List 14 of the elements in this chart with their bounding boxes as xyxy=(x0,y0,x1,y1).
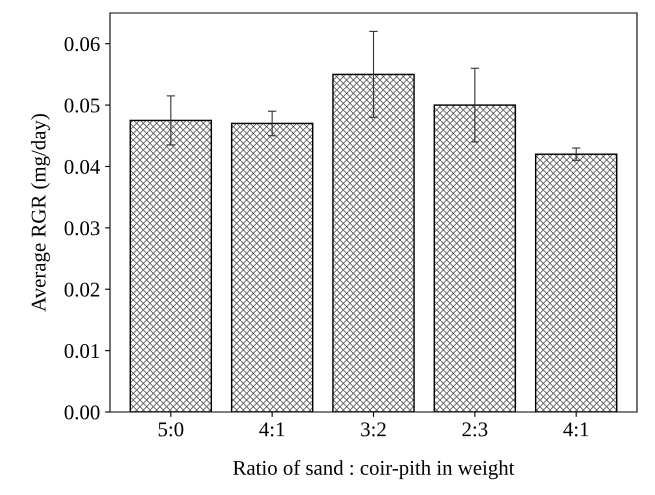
y-tick-label: 0.00 xyxy=(64,405,100,420)
y-tick-label: 0.05 xyxy=(64,98,100,113)
x-axis-title: Ratio of sand : coir-pith in weight xyxy=(233,460,514,480)
y-tick-label: 0.02 xyxy=(64,282,100,297)
y-tick-label: 0.06 xyxy=(64,37,100,52)
y-axis-title: Average RGR (mg/day) xyxy=(30,114,50,312)
y-tick-label: 0.03 xyxy=(64,221,100,236)
x-tick-label: 2:3 xyxy=(462,422,488,436)
y-tick-label: 0.01 xyxy=(64,344,100,358)
x-tick-label: 3:2 xyxy=(361,422,386,436)
x-tick-label: 4:1 xyxy=(563,422,588,436)
x-tick-label: 5:0 xyxy=(158,422,184,436)
y-tick-label: 0.04 xyxy=(64,160,100,174)
x-tick-label: 4:1 xyxy=(259,422,284,436)
